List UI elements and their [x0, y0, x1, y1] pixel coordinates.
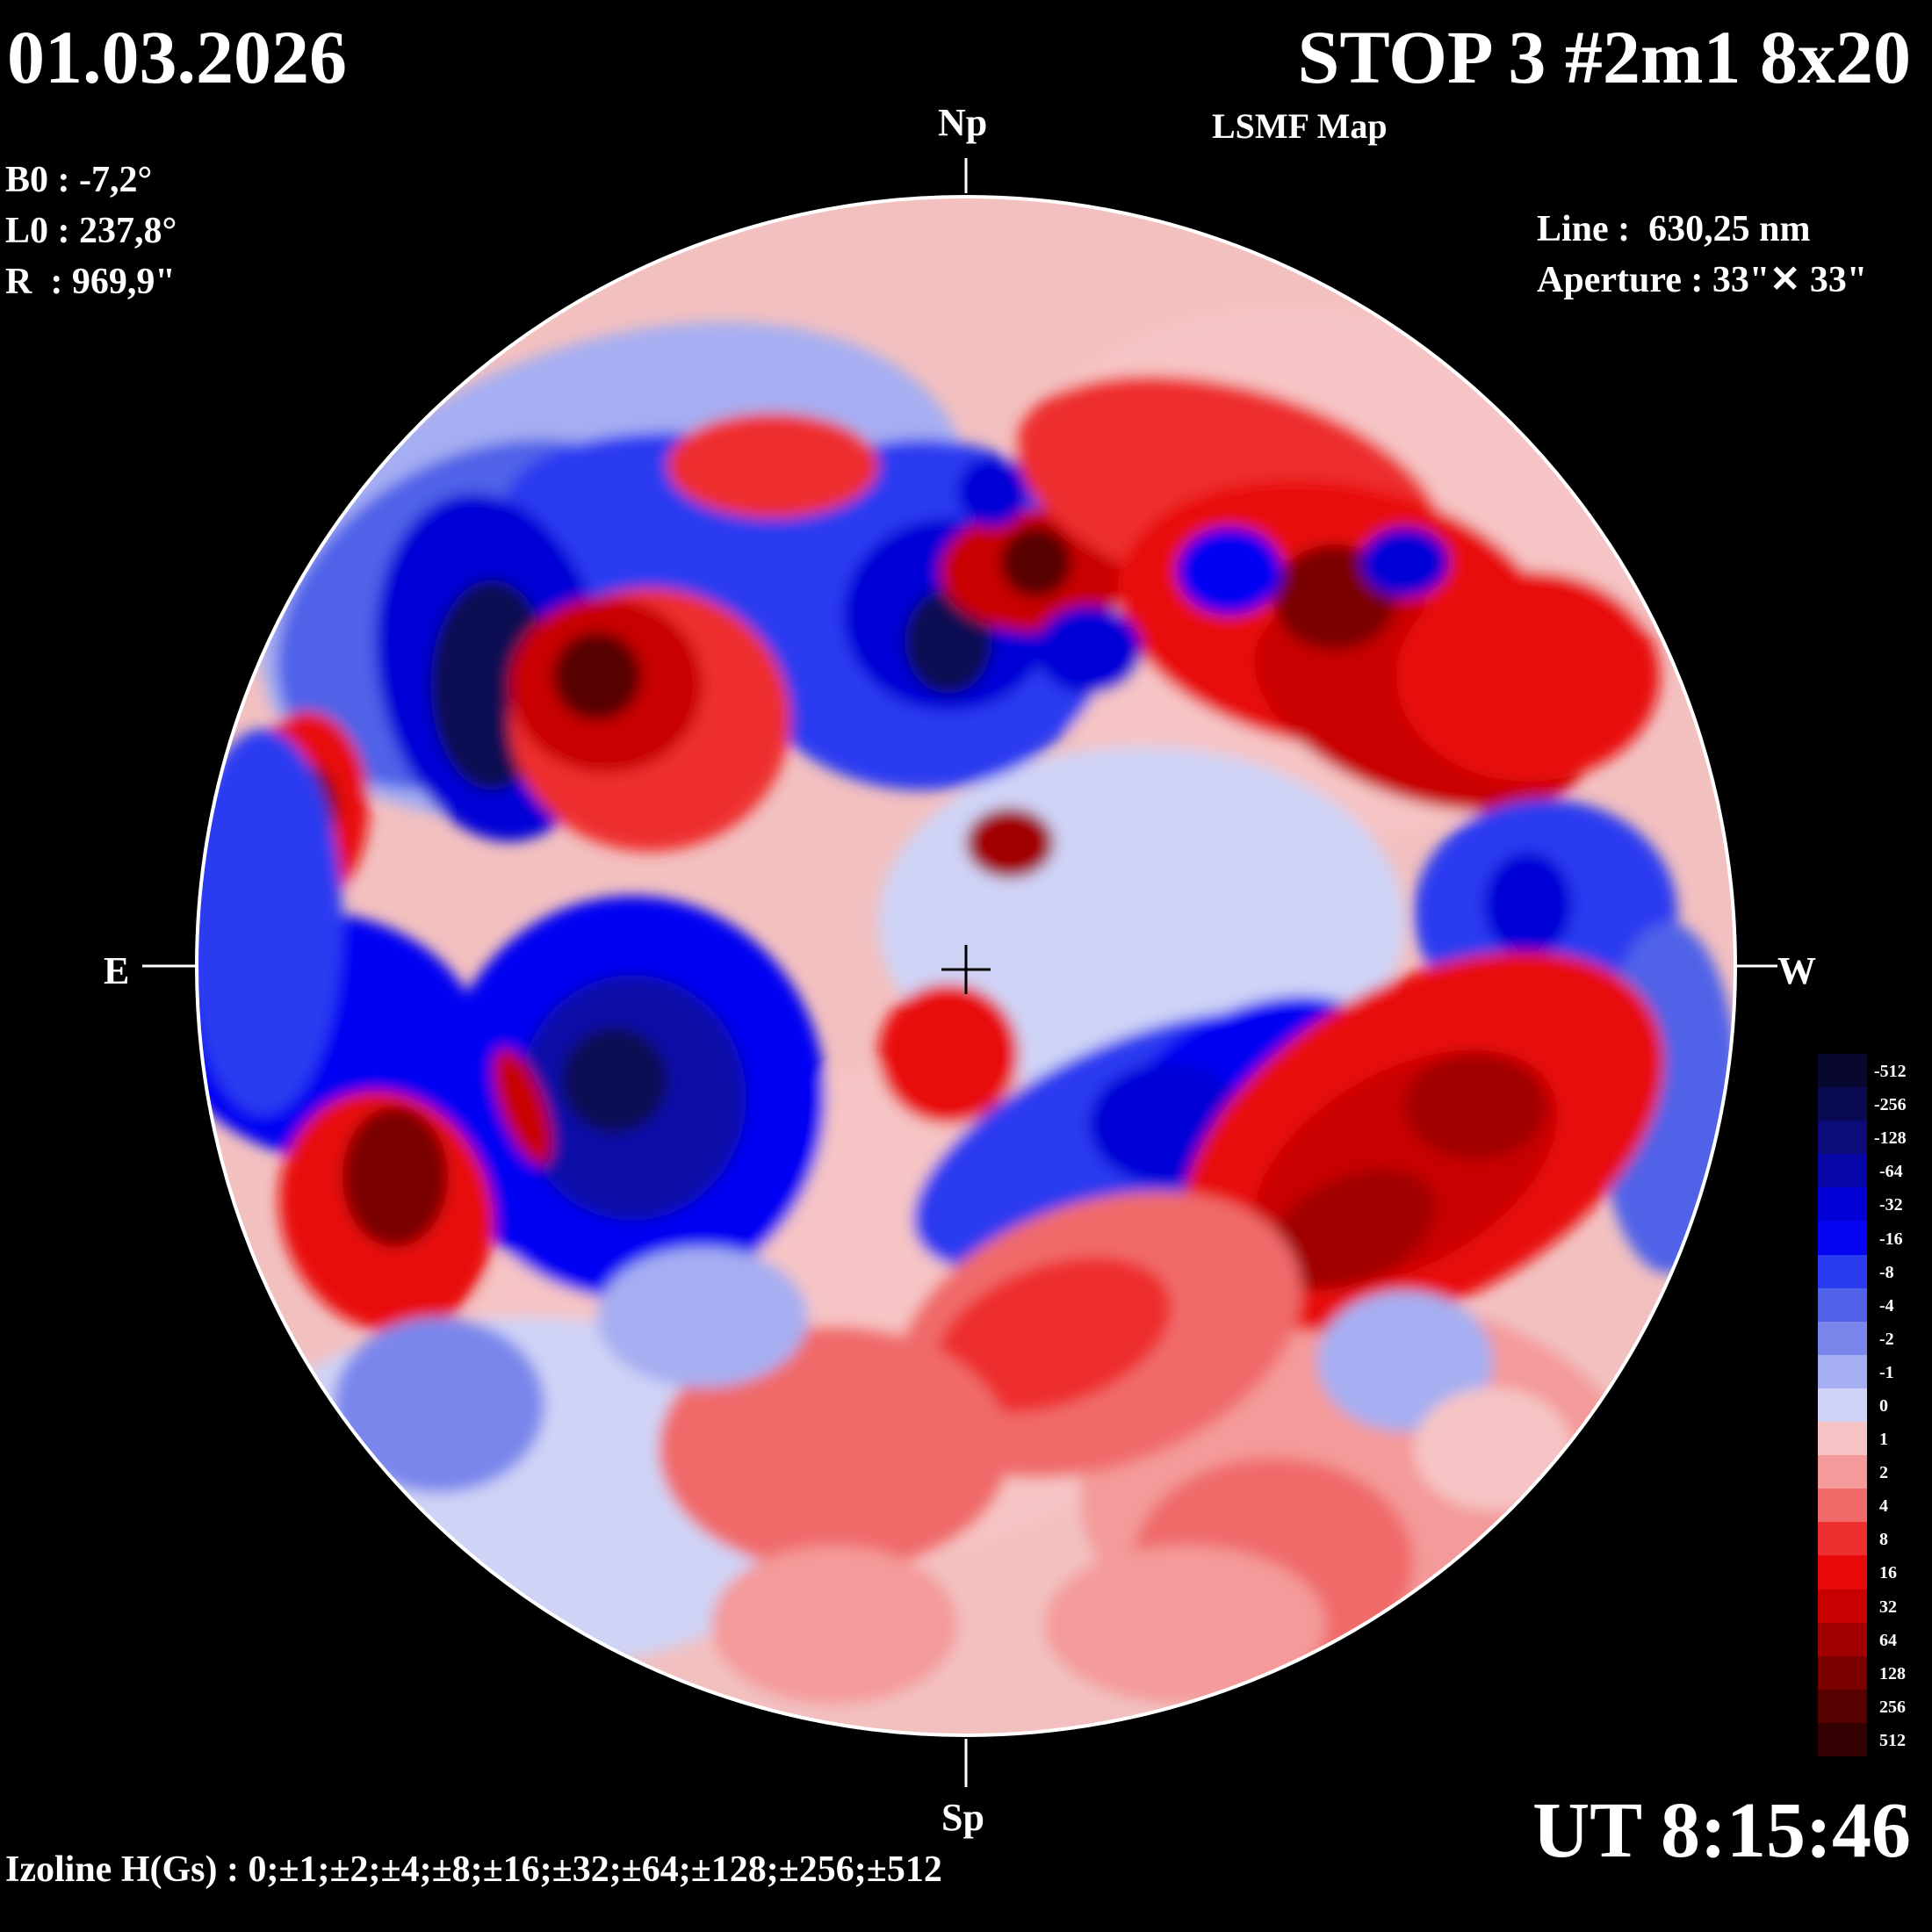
legend-label: 4	[1879, 1496, 1888, 1517]
legend-swatch	[1818, 1287, 1867, 1323]
field-region	[553, 632, 641, 720]
legend-swatch	[1818, 1354, 1867, 1389]
field-region	[1484, 852, 1572, 957]
map-subtitle: LSMF Map	[1212, 106, 1388, 146]
field-region	[957, 457, 1027, 527]
legend-swatch	[1818, 1054, 1867, 1088]
legend-label: 256	[1879, 1697, 1906, 1717]
legend-label: -16	[1879, 1229, 1903, 1249]
legend-label: -32	[1879, 1195, 1903, 1215]
legend-label: 512	[1879, 1730, 1906, 1750]
field-region	[1317, 1291, 1493, 1431]
field-region	[667, 413, 878, 518]
legend-swatch	[1818, 1154, 1867, 1188]
legend-swatch	[1818, 1422, 1867, 1456]
disk-limb	[195, 195, 1737, 1737]
legend-label: -8	[1879, 1262, 1894, 1282]
legend-swatch	[1818, 1221, 1867, 1256]
legend-swatch	[1818, 1589, 1867, 1624]
legend-label: 64	[1879, 1630, 1897, 1650]
field-region	[1396, 571, 1660, 782]
legend-swatch	[1818, 1087, 1867, 1121]
color-legend	[1818, 1054, 1867, 1757]
solar-disk	[197, 197, 1735, 1735]
north-pole-label: Np	[938, 101, 988, 144]
ephemeris-params: B0 : -7,2° L0 : 237,8° R : 969,9"	[5, 155, 177, 307]
field-region	[493, 1048, 552, 1165]
field-region	[1269, 1169, 1436, 1290]
east-label: E	[104, 949, 130, 992]
legend-label: -256	[1874, 1095, 1907, 1115]
legend-label: 32	[1879, 1597, 1897, 1617]
legend-label: 16	[1879, 1563, 1897, 1583]
b0-value: B0 : -7,2°	[5, 160, 153, 200]
l0-value: L0 : 237,8°	[5, 211, 177, 251]
field-region	[1405, 1054, 1546, 1159]
map-title: STOP 3 #2m1 8x20	[1297, 15, 1911, 99]
legend-label: 128	[1879, 1663, 1906, 1683]
legend-label: 1	[1879, 1430, 1888, 1450]
legend-swatch	[1818, 1187, 1867, 1222]
field-region	[659, 1326, 1010, 1572]
legend-label: -4	[1879, 1295, 1894, 1316]
legend-label: -128	[1874, 1128, 1907, 1149]
instrument-params: Line : 630,25 nm Aperture : 33"✕ 33"	[1537, 204, 1867, 306]
field-region	[562, 1027, 667, 1133]
field-region	[711, 1546, 957, 1704]
field-region	[1045, 1546, 1326, 1704]
field-region	[878, 984, 1019, 1124]
legend-swatch	[1818, 1254, 1867, 1289]
legend-swatch	[1818, 1388, 1867, 1423]
legend-swatch	[1818, 1722, 1867, 1757]
field-region	[966, 808, 1054, 878]
west-label: W	[1777, 949, 1816, 992]
field-region	[935, 1256, 1172, 1414]
legend-swatch	[1818, 1522, 1867, 1556]
radius-value: R : 969,9"	[5, 262, 176, 302]
legend-swatch	[1818, 1455, 1867, 1489]
legend-label: 8	[1879, 1530, 1888, 1550]
legend-label: -64	[1879, 1162, 1903, 1182]
legend-swatch	[1818, 1689, 1867, 1724]
field-region	[1414, 1388, 1572, 1510]
legend-swatch	[1818, 1655, 1867, 1690]
line-value: Line : 630,25 nm	[1537, 209, 1811, 249]
field-region	[597, 1247, 808, 1388]
legend-label: 0	[1879, 1396, 1888, 1416]
legend-swatch	[1818, 1555, 1867, 1590]
legend-label: -512	[1874, 1062, 1907, 1082]
observation-date: 01.03.2026	[7, 15, 347, 99]
legend-swatch	[1818, 1321, 1867, 1356]
aperture-value: Aperture : 33"✕ 33"	[1537, 260, 1868, 300]
field-region	[342, 1107, 448, 1247]
legend-swatch	[1818, 1622, 1867, 1657]
south-pole-label: Sp	[941, 1796, 984, 1839]
legend-swatch	[1818, 1121, 1867, 1155]
field-region	[1036, 606, 1142, 694]
izoline-levels: Izoline H(Gs) : 0;±1;±2;±4;±8;±16;±32;±6…	[5, 1849, 942, 1890]
field-region	[197, 729, 342, 1115]
legend-label: 2	[1879, 1463, 1888, 1483]
legend-swatch	[1818, 1489, 1867, 1523]
legend-label: -1	[1879, 1362, 1894, 1382]
field-region	[1177, 527, 1282, 615]
legend-label: -2	[1879, 1329, 1894, 1349]
field-region	[1001, 527, 1071, 597]
field-region	[1361, 527, 1449, 597]
field-region	[334, 1317, 544, 1493]
ut-time: UT 8:15:46	[1532, 1787, 1911, 1874]
center-crosshair	[941, 945, 991, 994]
